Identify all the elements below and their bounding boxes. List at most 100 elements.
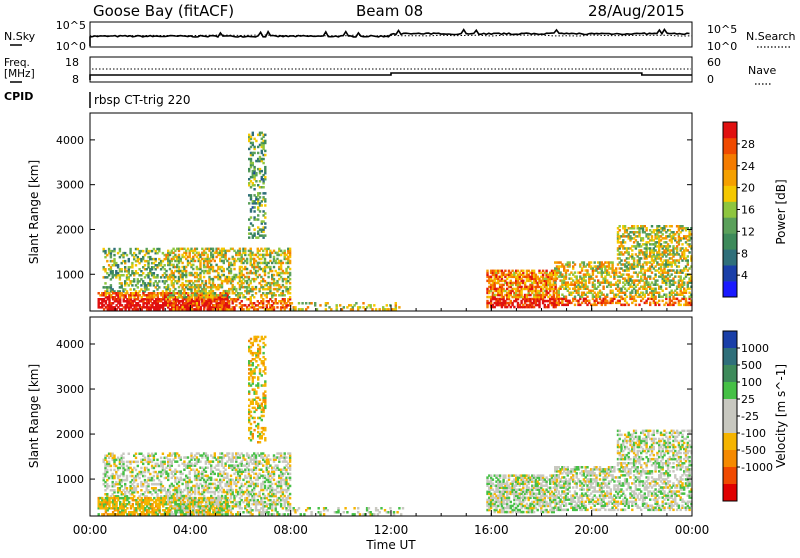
heatmap-cell [156,459,158,462]
freq-left-tick-bottom: 8 [72,73,79,86]
heatmap-cell [640,257,642,260]
heatmap-cell [588,300,590,303]
heatmap-cell [253,152,255,155]
heatmap-cell [284,294,286,297]
heatmap-cell [301,308,303,311]
heatmap-cell [137,483,139,486]
heatmap-cell [545,270,547,273]
heatmap-cell [674,275,676,278]
heatmap-cell [513,306,515,309]
heatmap-cell [574,263,576,266]
heatmap-cell [142,463,144,466]
heatmap-cell [267,276,269,279]
heatmap-cell [669,245,671,248]
heatmap-cell [174,292,176,295]
power-heatmap-cells [98,132,693,311]
heatmap-cell [124,260,126,263]
heatmap-cell [121,268,123,271]
heatmap-cell [178,464,180,467]
heatmap-cell [119,248,121,251]
heatmap-cell [178,503,180,506]
heatmap-cell [284,250,286,253]
heatmap-cell [128,258,130,261]
heatmap-cell [269,266,271,269]
heatmap-cell [187,456,189,459]
heatmap-cell [264,154,266,157]
heatmap-cell [259,210,261,213]
heatmap-cell [252,142,254,145]
heatmap-cell [626,296,628,299]
heatmap-cell [160,481,162,484]
heatmap-cell [147,483,149,486]
heatmap-cell [373,304,375,307]
heatmap-cell [217,272,219,275]
heatmap-cell [395,302,397,305]
heatmap-cell [181,473,183,476]
colorbar-tick-label: 28 [741,138,755,151]
power-colorbar-label: Power [dB] [774,179,788,244]
heatmap-cell [262,162,264,165]
heatmap-cell [155,258,157,261]
heatmap-cell [241,300,243,303]
heatmap-cell [261,204,263,207]
heatmap-cell [122,274,124,277]
heatmap-cell [126,475,128,478]
heatmap-cell [339,304,341,307]
heatmap-cell [336,304,338,307]
power-y-label: Slant Range [km] [27,160,41,264]
heatmap-cell [144,475,146,478]
heatmap-cell [187,292,189,295]
heatmap-cell [126,507,128,510]
heatmap-cell [568,288,570,291]
heatmap-cell [645,227,647,230]
heatmap-cell [196,302,198,305]
heatmap-cell [257,214,259,217]
heatmap-cell [273,274,275,277]
heatmap-cell [273,256,275,259]
heatmap-cell [631,249,633,252]
heatmap-cell [257,218,259,221]
heatmap-cell [137,461,139,464]
freq-line [90,73,692,80]
heatmap-cell [131,284,133,287]
heatmap-cell [253,296,255,299]
colorbar-tick-label: 12 [741,225,755,238]
colorbar-swatch [723,170,737,186]
heatmap-cell [160,457,162,460]
heatmap-cell [662,233,664,236]
heatmap-cell [330,308,332,311]
heatmap-cell [192,264,194,267]
colorbar-swatch [723,218,737,234]
colorbar-swatch [723,265,737,281]
heatmap-cell [619,279,621,282]
heatmap-cell [112,270,114,273]
heatmap-cell [190,452,192,455]
heatmap-cell [327,302,329,305]
heatmap-cell [289,260,291,263]
heatmap-cell [208,306,210,309]
heatmap-cell [307,306,309,309]
heatmap-cell [207,254,209,257]
heatmap-cell [253,146,255,149]
heatmap-cell [138,477,140,480]
power-panel-frame [90,113,692,311]
heatmap-cell [235,288,237,291]
heatmap-cell [248,236,250,239]
heatmap-cell [264,226,266,229]
heatmap-cell [633,225,635,228]
heatmap-cell [108,461,110,464]
heatmap-cell [257,152,259,155]
heatmap-cell [678,265,680,268]
colorbar-swatch [723,186,737,202]
heatmap-cell [121,485,123,488]
heatmap-cell [113,254,115,257]
heatmap-cell [176,306,178,309]
heatmap-cell [654,296,656,299]
heatmap-cell [121,282,123,285]
heatmap-cell [264,212,266,215]
heatmap-cell [574,304,576,307]
heatmap-cell [124,483,126,486]
heatmap-cell [610,275,612,278]
heatmap-cell [586,296,588,299]
